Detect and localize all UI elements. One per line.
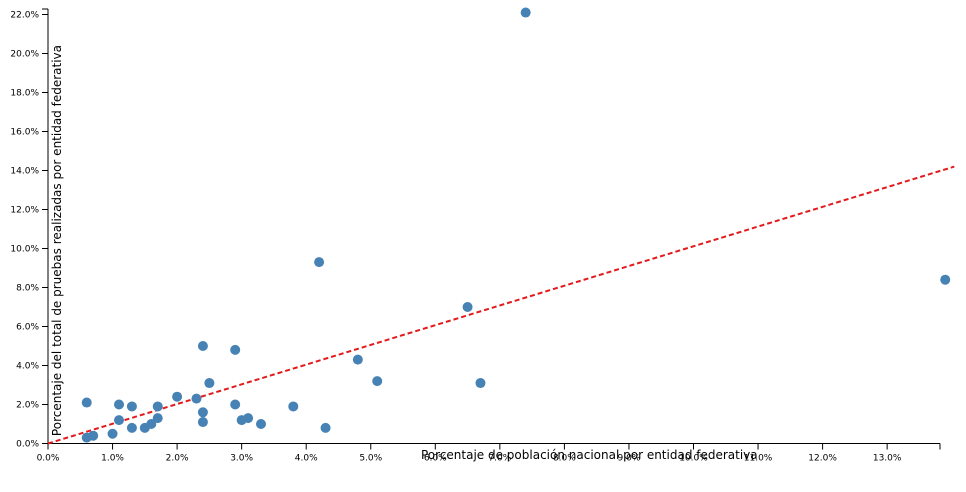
data-point <box>114 415 125 426</box>
x-tick-label: 2.0% <box>166 454 189 464</box>
y-tick-label: 18.0% <box>10 89 39 99</box>
x-tick-label: 3.0% <box>230 454 253 464</box>
x-tick-label: 10.0% <box>679 454 708 464</box>
y-tick-label: 20.0% <box>10 50 39 60</box>
y-tick-label: 16.0% <box>10 128 39 138</box>
x-tick-label: 7.0% <box>488 454 511 464</box>
y-tick-label: 14.0% <box>10 167 39 177</box>
data-point <box>256 419 267 429</box>
x-tick-label: 6.0% <box>424 454 447 464</box>
data-point <box>107 428 118 439</box>
data-point <box>940 274 951 285</box>
data-points <box>81 7 951 443</box>
x-tick-label: 12.0% <box>808 454 837 464</box>
data-point <box>314 257 325 268</box>
data-point <box>152 413 163 424</box>
y-tick-label: 2.0% <box>16 401 39 411</box>
data-point <box>475 378 486 389</box>
data-point <box>191 393 202 404</box>
y-tick-label: 4.0% <box>16 362 39 372</box>
x-tick-label: 0.0% <box>37 454 60 464</box>
y-tick-label: 8.0% <box>16 284 39 294</box>
data-point <box>197 407 208 418</box>
x-tick-label: 13.0% <box>873 454 902 464</box>
y-tick-label: 10.0% <box>10 245 39 255</box>
x-tick-label: 4.0% <box>295 454 318 464</box>
y-tick-label: 6.0% <box>16 323 39 333</box>
data-point <box>197 341 208 351</box>
data-point <box>88 430 99 441</box>
data-point <box>462 302 473 312</box>
data-point <box>172 391 183 402</box>
data-point <box>204 378 215 389</box>
data-point <box>243 413 254 424</box>
data-point <box>197 417 208 428</box>
y-tick-label: 0.0% <box>16 440 39 450</box>
y-tick-label: 12.0% <box>10 206 39 216</box>
x-tick-label: 5.0% <box>359 454 382 464</box>
data-point <box>288 401 299 412</box>
x-tick-label: 8.0% <box>553 454 576 464</box>
y-tick-label: 22.0% <box>10 11 39 21</box>
x-tick-label: 1.0% <box>101 454 124 464</box>
data-point <box>520 7 531 18</box>
data-point <box>126 422 137 433</box>
x-tick-label: 9.0% <box>618 454 641 464</box>
data-point <box>126 401 137 412</box>
x-axis: 0.0% 1.0% 2.0% 3.0% 4.0% 5.0% 6.0% 7.0% 8.0% 9.0%… <box>37 443 941 464</box>
data-point <box>230 344 241 355</box>
reference-line <box>47 165 955 445</box>
data-point <box>352 354 363 365</box>
data-point <box>152 401 163 412</box>
y-axis-title: Porcentaje del total de pruebas realizad… <box>50 45 64 436</box>
x-tick-label: 11.0% <box>744 454 773 464</box>
data-point <box>230 399 241 410</box>
data-point <box>114 399 125 410</box>
y-axis: 0.0% 2.0% 4.0% 6.0% 8.0% 10.0% 12.0% 14.0% 16.0%… <box>10 8 49 450</box>
data-point <box>372 376 383 387</box>
x-axis-title: Porcentaje de población nacional por ent… <box>421 448 758 462</box>
data-point <box>81 397 92 408</box>
data-point <box>320 422 331 433</box>
data-point <box>146 419 157 429</box>
